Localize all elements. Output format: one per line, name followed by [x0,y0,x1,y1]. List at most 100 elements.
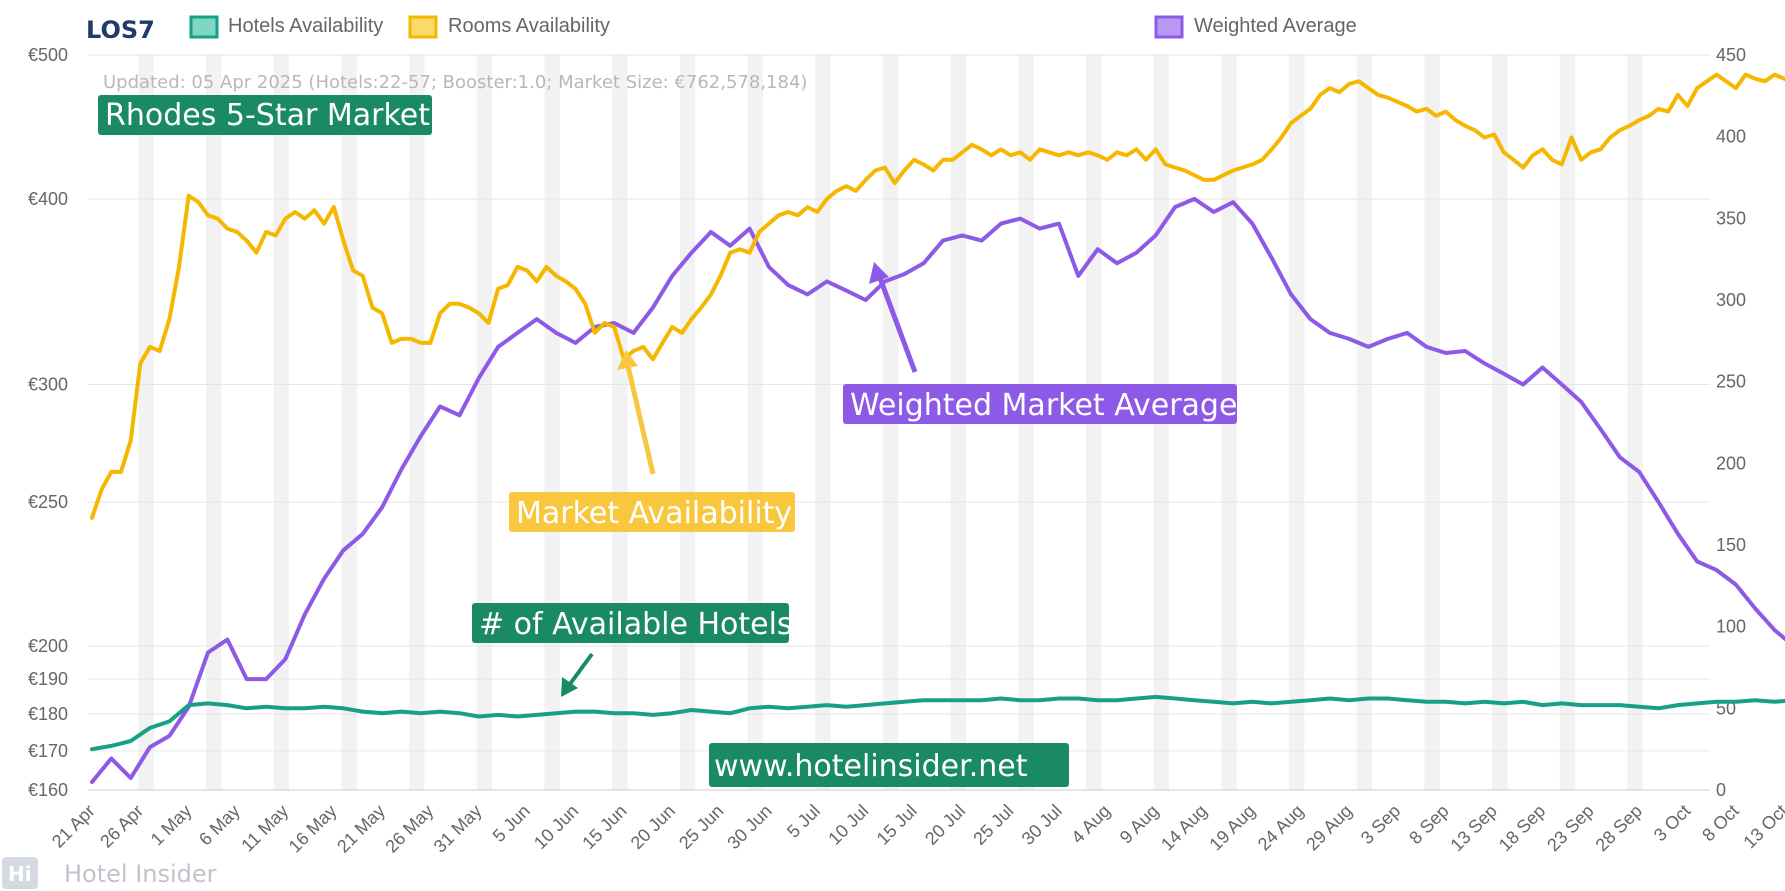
weekend-band [747,55,763,790]
right-tick-label: 350 [1716,208,1746,228]
x-tick-label: 11 May [237,801,292,856]
legend-rooms-availability[interactable]: Rooms Availability [408,15,610,39]
weighted-market-average-label: Weighted Market Average [850,388,1237,423]
market-availability-arrow [617,350,656,475]
market-availability-label: Market Availability [516,496,792,531]
left-tick-label: €300 [28,375,68,395]
legend-label-rooms: Rooms Availability [448,15,610,37]
left-tick-label: €200 [28,636,68,656]
x-tick-label: 13 Oct [1739,801,1785,853]
x-tick-label: 8 Oct [1698,801,1743,846]
weekend-band [544,55,560,790]
legend-hotels-availability[interactable]: Hotels Availability [189,15,383,39]
left-tick-label: €250 [28,492,68,512]
weekend-band [1289,55,1305,790]
weekend-band [1627,55,1643,790]
website-box: www.hotelinsider.net [709,743,1069,787]
hotel-insider-watermark: Hi Hotel Insider [2,857,217,889]
x-tick-label: 21 Apr [48,801,99,852]
left-axis-ticks: €160 €170 €180 €190 €200 €250 €300 €400 €500 [28,45,68,800]
x-tick-label: 4 Aug [1067,801,1114,848]
x-tick-label: 14 Aug [1157,801,1211,855]
x-tick-label: 20 Jun [627,801,679,853]
x-tick-label: 10 Jul [824,801,872,849]
weekend-band [1492,55,1508,790]
available-hotels-label: # of Available Hotels [479,607,793,642]
left-tick-label: €190 [28,669,68,689]
x-tick-label: 30 Jun [723,801,775,853]
available-hotels-arrow [561,652,594,697]
x-tick-label: 3 Sep [1357,801,1404,848]
x-tick-label: 26 Apr [96,801,147,852]
legend-swatch-hotels [189,15,219,39]
x-tick-label: 16 May [285,801,341,857]
x-tick-label: 25 Jul [969,801,1017,849]
weekend-band [815,55,831,790]
x-tick-label: 15 Jul [873,801,921,849]
website-label: www.hotelinsider.net [714,749,1028,784]
x-tick-label: 23 Sep [1543,801,1597,855]
right-tick-label: 400 [1716,127,1746,147]
left-tick-label: €500 [28,45,68,65]
x-tick-label: 25 Jun [675,801,727,853]
series-lines [90,72,1785,784]
right-tick-label: 0 [1716,780,1726,800]
x-tick-label: 20 Jul [921,801,969,849]
right-tick-label: 300 [1716,290,1746,310]
weekend-band [1424,55,1440,790]
series-line-weighted-average [90,196,1785,784]
right-tick-label: 200 [1716,453,1746,473]
market-availability-box: Market Availability [509,492,795,532]
x-tick-label: 28 Sep [1592,801,1646,855]
x-tick-label: 3 Oct [1650,801,1695,846]
los-label: LOS7 [86,16,155,44]
legend-label-hotels: Hotels Availability [228,15,383,37]
x-tick-label: 1 May [147,801,196,850]
left-tick-label: €170 [28,741,68,761]
legend-swatch-rooms [408,15,438,39]
weekend-band [1356,55,1373,790]
x-tick-label: 15 Jun [578,801,630,853]
legend-weighted-average[interactable]: Weighted Average [1154,15,1357,39]
available-hotels-box: # of Available Hotels [472,603,793,643]
x-tick-label: 24 Aug [1254,801,1308,855]
legend-swatch-weighted [1154,15,1184,39]
weekend-band [612,55,628,790]
x-tick-label: 30 Jul [1018,801,1066,849]
weekend-band [409,55,425,790]
market-title: Rhodes 5-Star Market [105,98,430,133]
x-tick-label: 31 May [430,801,486,857]
hi-logo-icon [2,857,38,889]
weighted-market-average-box: Weighted Market Average [843,384,1237,424]
x-tick-label: 19 Aug [1205,801,1259,855]
weekend-band [341,55,357,790]
x-tick-label: 26 May [381,801,437,857]
x-tick-label: 13 Sep [1446,801,1500,855]
series-line-hotels-availability [90,694,1785,752]
weekend-band [138,55,154,790]
weekend-band [273,55,290,790]
x-tick-label: 21 May [333,801,389,857]
brand-name: Hotel Insider [64,860,217,888]
weekend-band [476,55,493,790]
weekend-band [206,55,222,790]
weighted-average-arrow [869,262,918,373]
x-tick-label: 29 Aug [1302,801,1356,855]
weekend-band [1559,55,1576,790]
updated-note: Updated: 05 Apr 2025 (Hotels:22-57; Boos… [103,72,807,93]
x-tick-label: 6 May [195,801,244,850]
hi-logo-text: Hi [8,862,32,886]
x-tick-label: 5 Jun [489,801,534,846]
right-tick-label: 150 [1716,535,1746,555]
right-tick-label: 450 [1716,45,1746,65]
left-tick-label: €400 [28,189,68,209]
right-tick-label: 250 [1716,372,1746,392]
legend-label-weighted: Weighted Average [1194,15,1357,37]
x-tick-label: 18 Sep [1495,801,1549,855]
left-tick-label: €160 [28,780,68,800]
x-tick-label: 10 Jun [530,801,582,853]
x-tick-label: 5 Jul [783,801,824,842]
